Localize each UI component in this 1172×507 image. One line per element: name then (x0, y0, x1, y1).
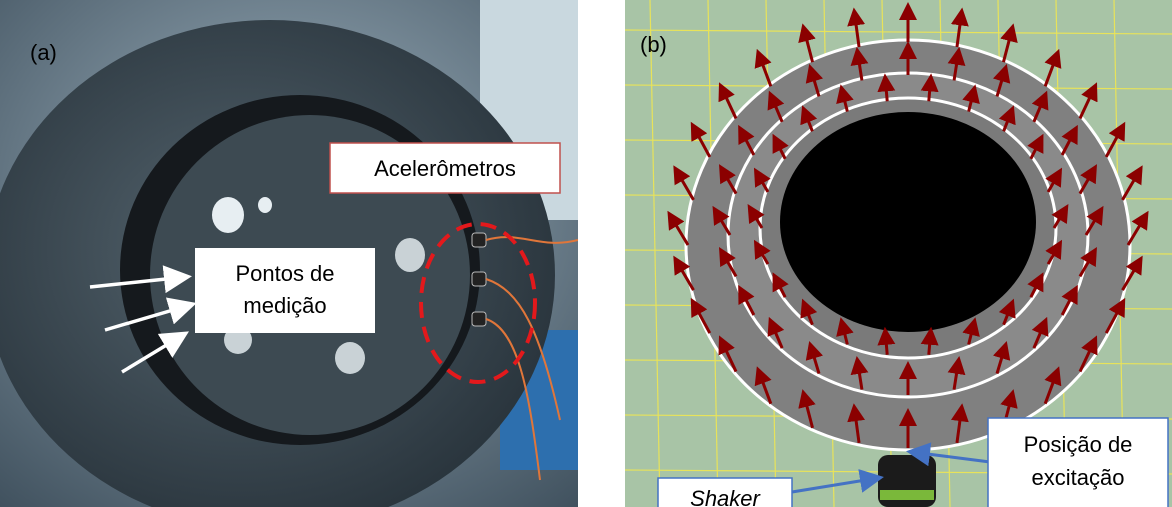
excitation-label: Posição de (1024, 432, 1133, 457)
model-panel: (b) Shaker Posição de excitação (625, 0, 1172, 507)
accelerometer-label: Acelerômetros (374, 156, 516, 181)
points-label: Pontos de (235, 261, 334, 286)
hole (395, 238, 425, 272)
points-label: medição (243, 293, 326, 318)
mode-arrow (929, 79, 931, 101)
disc-hole (780, 112, 1036, 332)
mode-arrow (885, 79, 887, 101)
mode-arrow (929, 333, 931, 355)
hole (258, 197, 272, 213)
hole (335, 342, 365, 374)
shaker-label: Shaker (690, 486, 761, 507)
excitation-label: excitação (1032, 465, 1125, 490)
page: {"panel_a": {"tag": "(a)", "acceleromete… (0, 0, 1172, 507)
panel-tag: (b) (640, 32, 667, 57)
photo-panel: (a) Acelerômetros Pontos de medição (0, 0, 578, 507)
mode-arrow (885, 333, 887, 355)
sensor (472, 312, 486, 326)
accelerometers (472, 233, 486, 326)
figure: (a) Acelerômetros Pontos de medição (b) … (0, 0, 1172, 507)
sensor (472, 272, 486, 286)
shaker-band (880, 490, 934, 500)
panel-tag: (a) (30, 40, 57, 65)
hole (212, 197, 244, 233)
sensor (472, 233, 486, 247)
